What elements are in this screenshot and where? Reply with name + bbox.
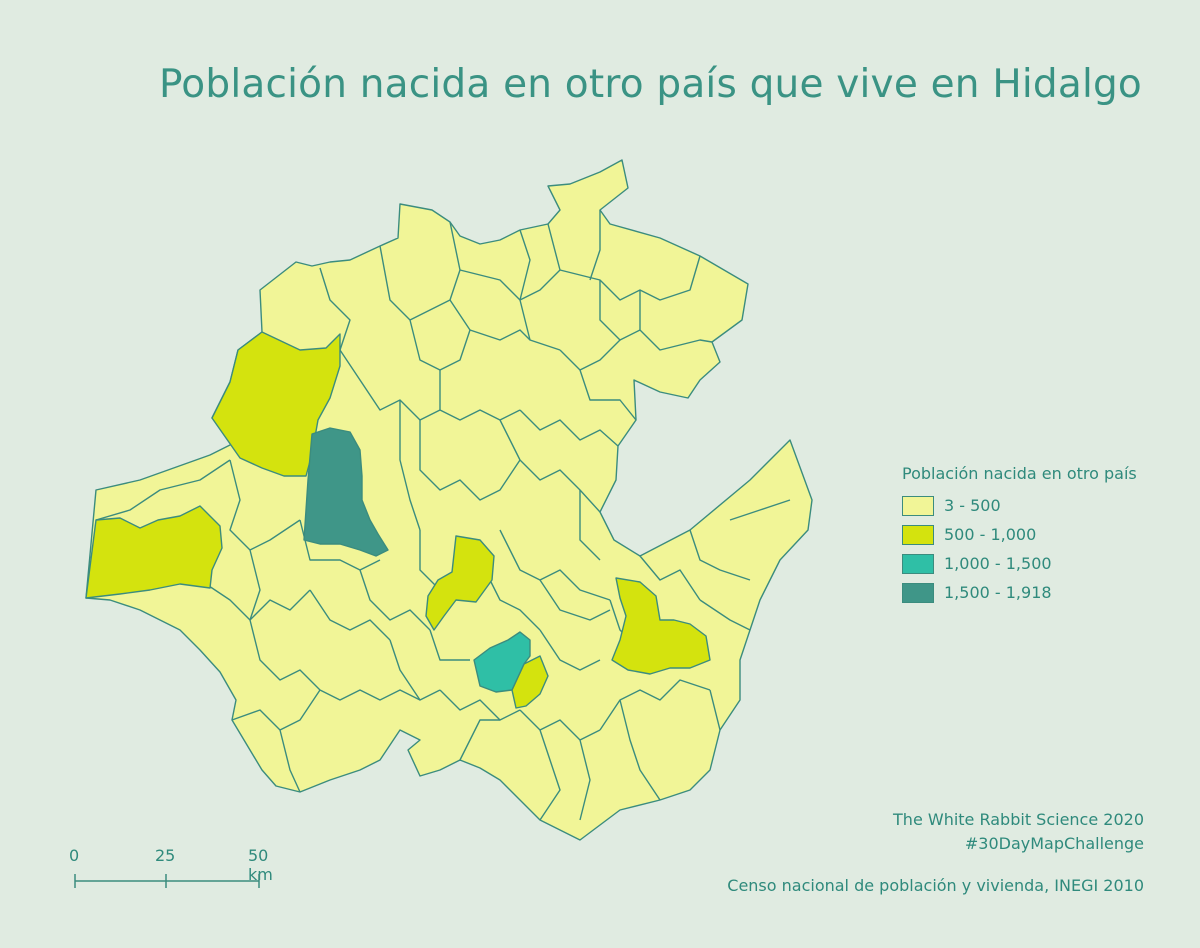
legend-item: 500 - 1,000 <box>902 520 1137 549</box>
legend-item: 1,500 - 1,918 <box>902 578 1137 607</box>
map-title: Población nacida en otro país que vive e… <box>158 62 1142 107</box>
legend-swatch <box>902 582 934 603</box>
credits: The White Rabbit Science 2020 #30DayMapC… <box>893 808 1144 856</box>
legend-item: 1,000 - 1,500 <box>902 549 1137 578</box>
state-hidalgo <box>85 159 813 841</box>
scale-bar: 0 25 50 km <box>58 846 298 894</box>
data-source: Censo nacional de población y vivienda, … <box>727 876 1144 895</box>
legend-swatch <box>902 553 934 574</box>
municipality-500-1000-west-south <box>85 505 223 599</box>
municipality-500-1000-south <box>511 655 549 709</box>
credit-author: The White Rabbit Science 2020 <box>893 810 1144 829</box>
scale-label-50: 50 km <box>248 846 273 884</box>
legend-label: 1,000 - 1,500 <box>944 554 1052 573</box>
municipality-1000-1500 <box>473 631 531 693</box>
legend-label: 3 - 500 <box>944 496 1001 515</box>
legend-label: 500 - 1,000 <box>944 525 1037 544</box>
legend-item: 3 - 500 <box>902 491 1137 520</box>
legend-swatch <box>902 495 934 516</box>
scale-label-0: 0 <box>69 846 80 865</box>
credit-hashtag: #30DayMapChallenge <box>964 834 1144 853</box>
legend: Población nacida en otro país 3 - 500 50… <box>902 464 1137 607</box>
municipality-500-1000-west-north <box>211 331 341 477</box>
legend-title: Población nacida en otro país <box>902 464 1137 483</box>
legend-swatch <box>902 524 934 545</box>
municipality-500-1000-center <box>425 535 495 631</box>
scale-label-25: 25 <box>155 846 176 865</box>
legend-label: 1,500 - 1,918 <box>944 583 1052 602</box>
municipality-500-1000-east <box>611 577 711 675</box>
municipal-boundaries <box>95 210 791 821</box>
scale-bar-line <box>74 874 260 888</box>
municipality-1500-1918 <box>303 427 389 557</box>
